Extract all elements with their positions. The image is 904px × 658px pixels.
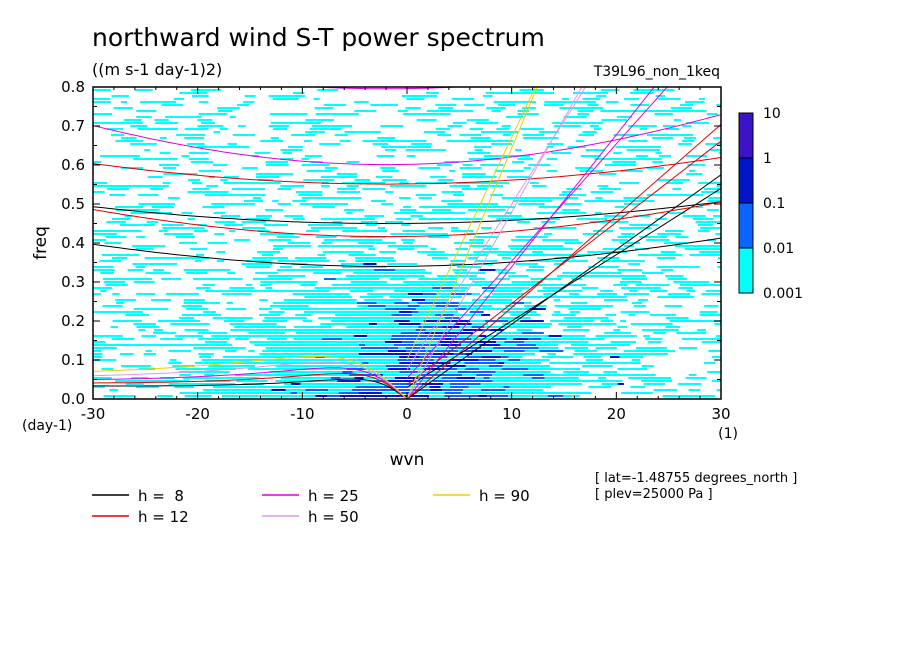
x-tick-label: -10 — [290, 405, 315, 423]
kelvin-wave-curve-h12 — [406, 124, 721, 399]
chart-subtitle: ((m s-1 day-1)2) — [92, 60, 222, 79]
colorbar-label: 10 — [763, 106, 781, 122]
colorbar-swatch — [739, 203, 753, 248]
chart-title: northward wind S-T power spectrum — [92, 23, 545, 52]
plev-annotation: [ plev=25000 Pa ] — [595, 487, 713, 502]
rossby-wave-curve-h90 — [93, 356, 408, 399]
mrg-wave-curve-h12 — [406, 140, 721, 386]
colorbar-label: 1 — [763, 151, 772, 167]
dispersion-curves — [93, 87, 721, 399]
mrg-wave-curve-h50 — [406, 87, 587, 371]
colorbar-label: 0.001 — [763, 286, 803, 302]
y-tick-label: 0.2 — [61, 312, 85, 330]
curve-legend: h = 8 h = 12 h = 25 h = 50 h = 90 — [92, 487, 530, 526]
y-tick-label: 0.5 — [61, 195, 85, 213]
x-axis-title: wvn — [390, 450, 425, 470]
legend-label: h = 25 — [308, 487, 359, 505]
rossby-wave-curve-h12 — [93, 372, 408, 399]
legend-label: h = 50 — [308, 508, 359, 526]
gravity-wave-n2-h12 — [93, 157, 721, 185]
legend-label: h = 90 — [479, 487, 530, 505]
gravity-wave-n2-h8 — [93, 201, 721, 224]
y-axis-unit: (day-1) — [22, 418, 72, 434]
legend-label: h = 12 — [138, 508, 189, 526]
rossby-wave-curve-h25 — [93, 367, 408, 399]
colorbar-swatch — [739, 113, 753, 158]
x-tick-label: -30 — [81, 405, 106, 423]
x-tick-label: 20 — [607, 405, 626, 423]
x-tick-label: -20 — [185, 405, 210, 423]
spectrum-heatmap — [93, 89, 721, 397]
x-tick-label: 0 — [402, 405, 412, 423]
y-tick-label: 0.4 — [61, 234, 85, 252]
lat-annotation: [ lat=-1.48755 degrees_north ] — [595, 471, 797, 486]
colorbar-swatch — [739, 158, 753, 203]
gravity-wave-n1-h25 — [93, 114, 721, 166]
dataset-label: T39L96_non_1keq — [593, 64, 720, 80]
colorbar-label: 0.01 — [763, 241, 794, 257]
kelvin-wave-curve-h50 — [406, 87, 583, 399]
y-axis-title: freq — [31, 226, 51, 260]
colorbar: 0.001 0.01 0.1 1 10 — [738, 106, 803, 302]
gravity-wave-n1-h12 — [93, 201, 721, 238]
rossby-wave-curve-h8 — [93, 378, 408, 399]
kelvin-wave-curve-h90 — [406, 87, 538, 399]
mrg-wave-curve-h90 — [406, 87, 536, 361]
kelvin-wave-curve-h8 — [406, 174, 721, 399]
x-tick-label: 30 — [711, 405, 730, 423]
kelvin-wave-curve-h25 — [406, 87, 655, 399]
axes: -30 -20 -10 0 10 20 30 0.0 0.1 0.2 0.3 0.4 0.5 0.6 0.7… — [61, 78, 730, 423]
x-axis-unit: (1) — [718, 426, 738, 442]
legend-label: h = 8 — [138, 487, 184, 505]
y-tick-label: 0.1 — [61, 351, 85, 369]
y-tick-label: 0.6 — [61, 156, 85, 174]
y-tick-label: 0.7 — [61, 117, 85, 135]
y-tick-label: 0.0 — [61, 390, 85, 408]
x-tick-label: 10 — [502, 405, 521, 423]
rossby-wave-curve-h50 — [93, 361, 408, 399]
y-tick-label: 0.3 — [61, 273, 85, 291]
mrg-wave-curve-h25 — [406, 87, 668, 379]
mrg-wave-curve-h8 — [406, 187, 721, 388]
y-tick-label: 0.8 — [61, 78, 85, 96]
colorbar-swatch — [739, 248, 753, 293]
colorbar-label: 0.1 — [763, 196, 785, 212]
gravity-wave-n1-h8 — [93, 237, 721, 267]
